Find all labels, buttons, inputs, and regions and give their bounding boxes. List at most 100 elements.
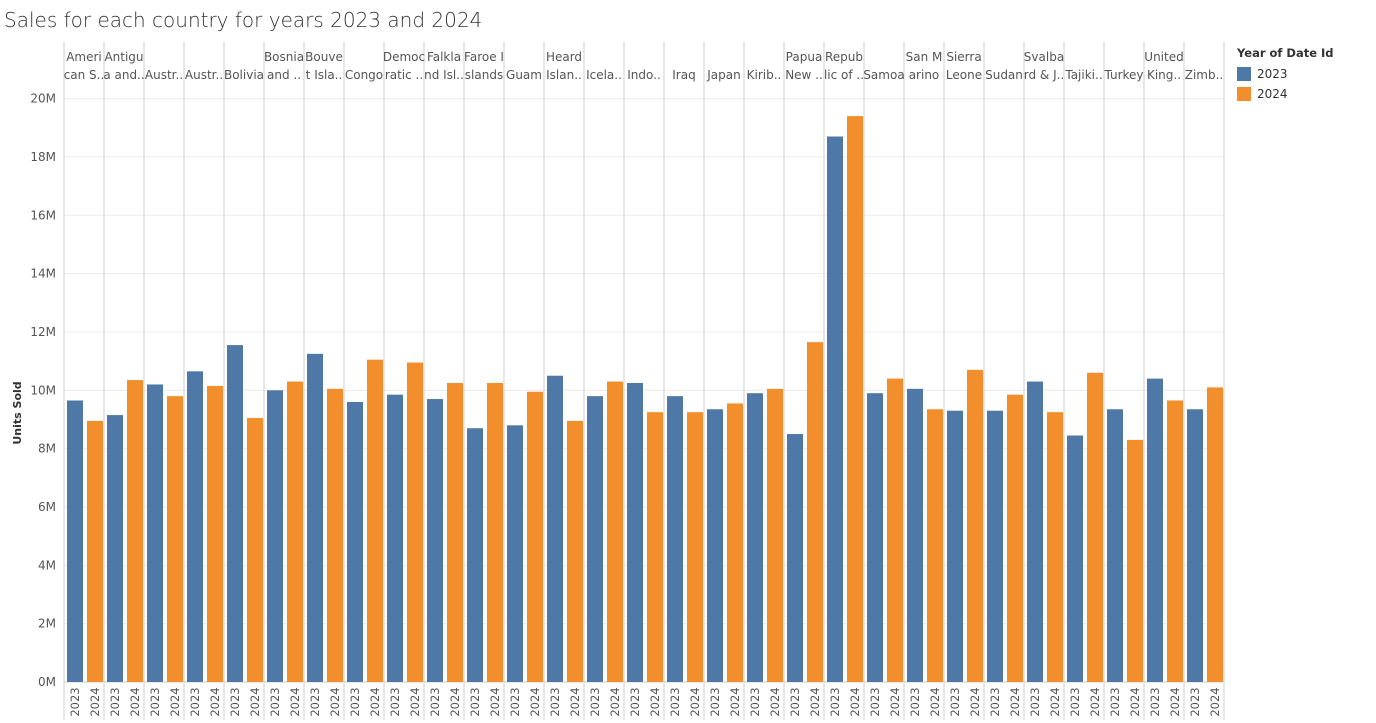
bar-2023[interactable] [747, 393, 763, 682]
bar-2024[interactable] [1087, 372, 1103, 682]
year-tick-label: 2023 [388, 687, 402, 716]
country-header-label: Ameri [66, 50, 102, 64]
year-tick-label: 2024 [288, 687, 302, 716]
country-header-label: ratic .. [385, 68, 423, 82]
bar-2024[interactable] [167, 396, 183, 682]
bar-2023[interactable] [627, 383, 643, 682]
country-header-label: Zimb.. [1185, 68, 1224, 82]
year-tick-label: 2023 [1148, 687, 1162, 716]
legend-item-2024[interactable]: 2024 [1237, 84, 1334, 104]
bar-2024[interactable] [567, 420, 583, 682]
bar-2023[interactable] [787, 434, 803, 682]
bar-2023[interactable] [347, 401, 363, 682]
y-tick-label: 12M [30, 325, 56, 339]
bar-2024[interactable] [927, 409, 943, 682]
bar-2023[interactable] [507, 425, 523, 682]
country-header-label: Sudan [985, 68, 1023, 82]
legend-swatch-2023 [1237, 67, 1251, 81]
year-tick-label: 2024 [968, 687, 982, 716]
bar-2024[interactable] [407, 362, 423, 682]
year-tick-label: 2024 [1048, 687, 1062, 716]
bar-2023[interactable] [1027, 381, 1043, 682]
year-tick-label: 2024 [848, 687, 862, 716]
country-header-label: Austr.. [185, 68, 223, 82]
bar-2024[interactable] [727, 403, 743, 682]
bar-2023[interactable] [467, 428, 483, 682]
year-tick-label: 2023 [1068, 687, 1082, 716]
bar-2023[interactable] [307, 353, 323, 682]
year-tick-label: 2024 [1008, 687, 1022, 716]
bar-2024[interactable] [887, 378, 903, 682]
bar-2024[interactable] [967, 369, 983, 682]
bar-2024[interactable] [807, 342, 823, 682]
bar-2023[interactable] [267, 390, 283, 682]
bar-2023[interactable] [427, 399, 443, 682]
bar-2024[interactable] [447, 383, 463, 682]
bar-2024[interactable] [607, 381, 623, 682]
bar-2023[interactable] [1067, 435, 1083, 682]
year-tick-label: 2024 [728, 687, 742, 716]
bar-2024[interactable] [687, 412, 703, 682]
year-tick-label: 2024 [568, 687, 582, 716]
bar-2023[interactable] [387, 394, 403, 682]
year-tick-label: 2023 [68, 687, 82, 716]
year-tick-label: 2024 [208, 687, 222, 716]
bar-2024[interactable] [327, 388, 343, 682]
bar-2023[interactable] [1187, 409, 1203, 682]
bar-2024[interactable] [767, 388, 783, 682]
legend-swatch-2024 [1237, 87, 1251, 101]
country-header-label: a and.. [103, 68, 144, 82]
bar-2023[interactable] [907, 388, 923, 682]
bar-2024[interactable] [127, 380, 143, 682]
year-tick-label: 2023 [788, 687, 802, 716]
bar-2023[interactable] [147, 384, 163, 682]
country-header-label: arino [909, 68, 940, 82]
country-header-label: Japan [706, 68, 740, 82]
year-tick-label: 2023 [948, 687, 962, 716]
bar-2023[interactable] [67, 400, 83, 682]
bar-2024[interactable] [1127, 439, 1143, 682]
bar-2023[interactable] [987, 410, 1003, 682]
bar-2024[interactable] [287, 381, 303, 682]
bar-2024[interactable] [647, 412, 663, 682]
y-tick-label: 4M [38, 558, 56, 572]
legend-item-2023[interactable]: 2023 [1237, 64, 1334, 84]
country-header-label: New .. [785, 68, 823, 82]
bar-2023[interactable] [707, 409, 723, 682]
year-tick-label: 2023 [988, 687, 1002, 716]
bar-2024[interactable] [87, 420, 103, 682]
bar-2024[interactable] [487, 383, 503, 682]
bar-2023[interactable] [947, 410, 963, 682]
year-tick-label: 2024 [168, 687, 182, 716]
y-tick-label: 2M [38, 617, 56, 631]
bar-2023[interactable] [827, 136, 843, 682]
bar-2024[interactable] [527, 391, 543, 682]
bar-2024[interactable] [367, 359, 383, 682]
bar-2024[interactable] [1167, 400, 1183, 682]
bar-2024[interactable] [1007, 394, 1023, 682]
year-tick-label: 2024 [1128, 687, 1142, 716]
bar-2024[interactable] [847, 116, 863, 682]
bar-2023[interactable] [227, 345, 243, 682]
year-tick-label: 2024 [488, 687, 502, 716]
country-header-label: Bolivia [224, 68, 264, 82]
bar-2023[interactable] [667, 396, 683, 682]
bar-2023[interactable] [1147, 378, 1163, 682]
y-tick-label: 18M [30, 150, 56, 164]
bar-2024[interactable] [207, 385, 223, 682]
bar-2024[interactable] [247, 418, 263, 682]
year-tick-label: 2023 [508, 687, 522, 716]
bar-2024[interactable] [1207, 387, 1223, 682]
country-header-label: slands [465, 68, 503, 82]
bar-2023[interactable] [867, 393, 883, 682]
bar-2023[interactable] [107, 415, 123, 682]
year-tick-label: 2024 [328, 687, 342, 716]
bar-2023[interactable] [547, 375, 563, 682]
country-header-label: Antigu [104, 50, 143, 64]
bar-2023[interactable] [1107, 409, 1123, 682]
bar-2024[interactable] [1047, 412, 1063, 682]
country-header-label: Svalba [1024, 50, 1064, 64]
bar-2023[interactable] [187, 371, 203, 682]
bar-2023[interactable] [587, 396, 603, 682]
